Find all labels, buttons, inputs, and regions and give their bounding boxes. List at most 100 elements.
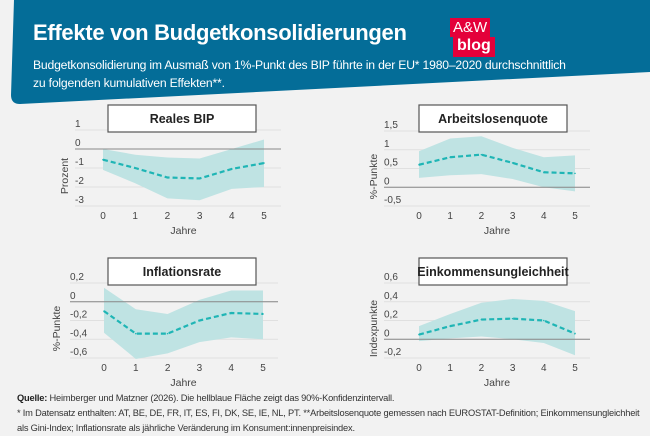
data-point: [262, 313, 264, 315]
chart-title: Arbeitslosenquote: [438, 112, 548, 126]
y-tick-label: -0,2: [384, 347, 402, 358]
y-tick-label: 0: [75, 138, 81, 149]
chart-title-box: [107, 104, 257, 133]
x-tick-label: 0: [101, 363, 107, 374]
x-tick-label: 0: [416, 363, 422, 374]
confidence-band: [103, 139, 264, 201]
data-point: [198, 319, 201, 322]
y-axis-label: Prozent: [59, 158, 71, 194]
y-tick-label: 1,5: [384, 120, 398, 131]
x-tick-label: 2: [165, 363, 171, 374]
x-tick-label: 2: [479, 211, 485, 222]
x-tick-label: 5: [572, 211, 578, 222]
data-point: [418, 333, 420, 336]
x-tick-label: 1: [447, 211, 453, 222]
y-tick-label: 0,2: [70, 272, 84, 283]
x-tick-label: 2: [165, 211, 171, 222]
y-tick-label: 0: [384, 176, 390, 187]
series-line: [418, 153, 576, 175]
chart-1: 1 0 -1 -2 -3 0 1 2 3 4 5 Jahre Prozent Reales BIP: [59, 104, 281, 237]
y-tick-label: -0,4: [70, 328, 88, 339]
x-tick-label: 3: [510, 363, 516, 374]
y-tick-label: -1: [75, 157, 84, 168]
y-tick-label: -0,5: [384, 195, 402, 206]
x-tick-label: 2: [479, 363, 485, 374]
data-point: [198, 177, 201, 180]
chart-2: 1,5 1 0,5 0 -0,5 0 1 2 3 4 5 Jahre %-Punkte Arbeitslo…: [368, 104, 590, 237]
data-point: [511, 162, 514, 164]
x-axis-label: Jahre: [484, 225, 510, 237]
y-tick-label: -2: [75, 176, 84, 187]
y-tick-label: 0,4: [384, 291, 398, 302]
y-tick-label: -0,2: [70, 310, 88, 321]
y-tick-label: 1: [75, 119, 81, 130]
data-point: [574, 332, 576, 335]
data-point: [511, 317, 514, 320]
x-tick-label: 4: [229, 211, 235, 222]
x-tick-label: 5: [572, 363, 578, 374]
data-point: [263, 162, 265, 164]
data-point: [449, 325, 452, 327]
confidence-band: [104, 287, 263, 359]
x-tick-label: 5: [261, 211, 267, 222]
data-point: [102, 158, 104, 161]
series-line: [103, 310, 264, 335]
x-tick-label: 3: [197, 211, 203, 222]
chart-3: 0,2 0 -0,2 -0,4 -0,6 0 1 2 3 4 5 Jahre %-Punkte Infla…: [51, 257, 278, 389]
x-tick-label: 4: [228, 363, 234, 374]
x-axis-label: Jahre: [170, 377, 196, 389]
data-point: [166, 176, 169, 179]
y-axis-label: Indexpunkte: [368, 300, 380, 357]
y-tick-label: 0,6: [384, 272, 398, 283]
x-tick-label: 1: [133, 363, 139, 374]
footer: Quelle: Heimberger und Matzner (2026). D…: [17, 391, 642, 436]
x-tick-label: 1: [132, 211, 138, 222]
footnote: * Im Datensatz enthalten: AT, BE, DE, FR…: [17, 408, 640, 433]
x-tick-label: 0: [100, 211, 106, 222]
series-line: [418, 317, 576, 336]
source-text: Heimberger und Matzner (2026). Die hellb…: [47, 393, 395, 403]
logo-line2: blog: [453, 37, 495, 57]
source-label: Quelle:: [17, 393, 48, 403]
data-point: [543, 171, 545, 174]
page-subtitle: Budgetkonsolidierung im Ausmaß von 1%-Pu…: [33, 58, 566, 90]
chart-title-box: [418, 257, 568, 286]
y-tick-label: 0,5: [384, 158, 398, 169]
x-tick-label: 3: [197, 363, 203, 374]
y-tick-label: -0,6: [70, 347, 88, 358]
y-tick-label: -3: [75, 195, 84, 206]
chart-title: Einkommensungleichheit: [417, 265, 569, 279]
header-banner: [11, 0, 650, 104]
chart-title: Reales BIP: [150, 112, 215, 126]
data-point: [166, 332, 169, 335]
confidence-band: [419, 136, 575, 192]
data-point: [230, 312, 232, 314]
y-axis-label: %-Punkte: [51, 306, 63, 352]
x-axis-label: Jahre: [170, 225, 196, 237]
x-tick-label: 4: [541, 363, 547, 374]
data-point: [231, 168, 233, 170]
x-tick-label: 3: [510, 211, 516, 222]
y-tick-label: 0: [384, 328, 390, 339]
page-title: Effekte von Budgetkonsolidierungen: [33, 20, 407, 45]
data-point: [480, 153, 483, 156]
y-tick-label: 1: [384, 139, 390, 150]
x-axis-label: Jahre: [484, 377, 510, 389]
chart-4: 0,6 0,4 0,2 0 -0,2 0 1 2 3 4 5 Jahre Indexpunkte Eink…: [368, 257, 590, 389]
y-tick-label: 0: [70, 291, 76, 302]
x-tick-label: 4: [541, 211, 547, 222]
data-point: [449, 156, 452, 159]
x-tick-label: 0: [416, 211, 422, 222]
x-tick-label: 5: [260, 363, 266, 374]
data-point: [135, 332, 137, 335]
data-point: [574, 172, 576, 175]
confidence-band: [419, 298, 575, 356]
logo-line1: A&W: [450, 18, 491, 37]
data-point: [543, 319, 545, 322]
chart-title: Inflationsrate: [143, 265, 222, 279]
chart-title-box: [107, 257, 257, 286]
y-tick-label: 0,2: [384, 310, 398, 321]
x-tick-label: 1: [447, 363, 453, 374]
data-point: [418, 163, 420, 166]
